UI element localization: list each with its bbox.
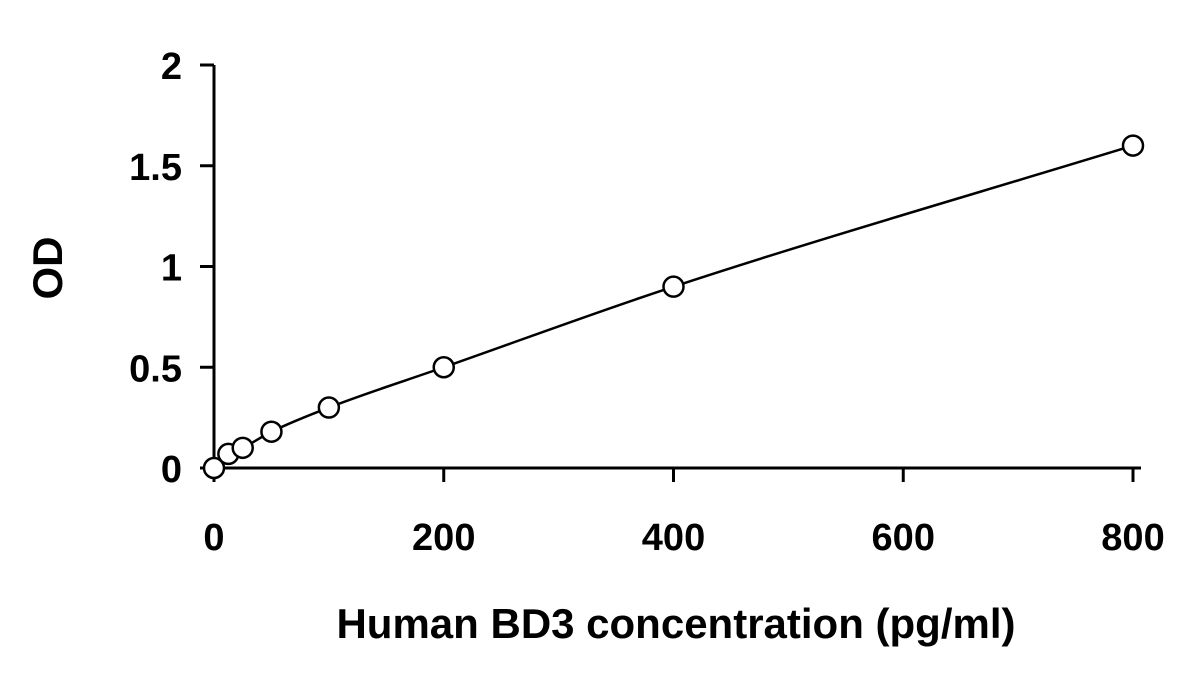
y-tick-label: 1.5: [129, 147, 182, 189]
data-point: [260, 420, 283, 443]
data-point: [1121, 134, 1145, 157]
data-point: [317, 396, 341, 419]
x-tick-label: 800: [1101, 517, 1164, 559]
fit-curve-line: [213, 144, 1134, 469]
data-point: [231, 436, 254, 460]
x-tick-label: 200: [412, 517, 475, 559]
x-tick-label: 400: [642, 517, 705, 559]
x-tick-label: 600: [872, 517, 935, 559]
y-axis-label: OD: [24, 237, 71, 300]
x-tick-label: 0: [203, 517, 224, 559]
y-tick-label: 0.5: [129, 348, 182, 390]
y-tick-label: 1: [161, 248, 182, 290]
x-axis-label: Human BD3 concentration (pg/ml): [336, 600, 1015, 647]
axes: 0 0.5 1 1.5 2 0 200 400 600 800: [129, 46, 1165, 559]
x-axis-ticks: 0 200 400 600 800: [203, 468, 1165, 559]
y-tick-label: 0: [161, 449, 182, 491]
y-axis-ticks: 0 0.5 1 1.5 2: [129, 46, 214, 491]
data-point: [202, 456, 226, 480]
data-point: [432, 356, 455, 379]
data-points: [202, 134, 1145, 480]
data-point: [662, 275, 685, 298]
y-tick-label: 2: [161, 46, 182, 88]
